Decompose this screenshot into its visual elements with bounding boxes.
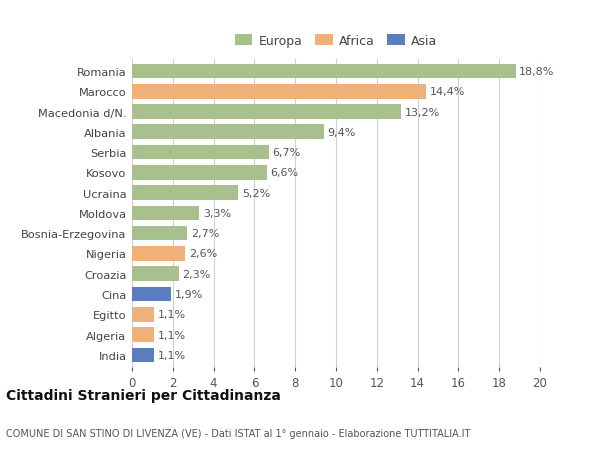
Text: 9,4%: 9,4% <box>328 128 356 138</box>
Bar <box>132 226 187 241</box>
Text: 1,9%: 1,9% <box>175 289 203 299</box>
Text: 1,1%: 1,1% <box>158 310 186 319</box>
Bar <box>132 206 199 221</box>
Bar <box>132 65 515 79</box>
Text: 1,1%: 1,1% <box>158 350 186 360</box>
Bar <box>132 246 185 261</box>
Bar <box>132 166 266 180</box>
Legend: Europa, Africa, Asia: Europa, Africa, Asia <box>232 32 440 50</box>
Text: COMUNE DI SAN STINO DI LIVENZA (VE) - Dati ISTAT al 1° gennaio - Elaborazione TU: COMUNE DI SAN STINO DI LIVENZA (VE) - Da… <box>6 428 470 438</box>
Bar <box>132 125 324 140</box>
Text: 3,3%: 3,3% <box>203 208 231 218</box>
Bar <box>132 308 154 322</box>
Bar <box>132 348 154 362</box>
Text: 6,6%: 6,6% <box>271 168 298 178</box>
Bar <box>132 105 401 119</box>
Text: 1,1%: 1,1% <box>158 330 186 340</box>
Bar <box>132 287 171 302</box>
Text: 6,7%: 6,7% <box>272 148 301 158</box>
Text: Cittadini Stranieri per Cittadinanza: Cittadini Stranieri per Cittadinanza <box>6 388 281 403</box>
Bar <box>132 146 269 160</box>
Text: 2,7%: 2,7% <box>191 229 219 239</box>
Text: 2,3%: 2,3% <box>182 269 211 279</box>
Bar <box>132 328 154 342</box>
Bar <box>132 85 426 99</box>
Bar <box>132 186 238 201</box>
Text: 14,4%: 14,4% <box>430 87 465 97</box>
Text: 5,2%: 5,2% <box>242 188 270 198</box>
Text: 2,6%: 2,6% <box>189 249 217 259</box>
Text: 13,2%: 13,2% <box>405 107 440 117</box>
Bar <box>132 267 179 281</box>
Text: 18,8%: 18,8% <box>519 67 554 77</box>
